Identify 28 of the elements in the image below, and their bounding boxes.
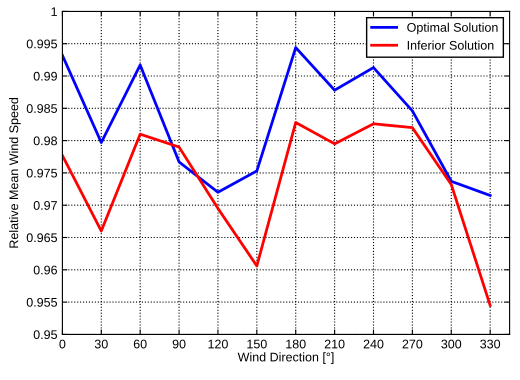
x-axis-title: Wind Direction [°] xyxy=(238,352,334,364)
x-tick-label: 150 xyxy=(247,340,267,348)
x-tick-label: 180 xyxy=(286,340,306,348)
x-tick-label: 90 xyxy=(172,340,186,348)
y-tick-label: 0.985 xyxy=(26,104,58,113)
legend-label: Optimal Solution xyxy=(407,22,498,34)
y-tick-label: 0.96 xyxy=(34,266,57,274)
x-tick-label: 300 xyxy=(441,340,462,348)
y-tick-label: 0.965 xyxy=(26,233,58,242)
x-tick-label: 240 xyxy=(364,340,384,348)
x-tick-label: 210 xyxy=(324,340,345,348)
line-series xyxy=(62,121,492,307)
x-tick-label: 270 xyxy=(402,340,422,348)
y-tick-label: 0.95 xyxy=(34,330,58,340)
x-tick-label: 0 xyxy=(59,340,66,348)
x-tick-label: 30 xyxy=(94,340,108,348)
y-tick-label: 0.995 xyxy=(26,40,58,48)
y-axis-title: Relative Mean Wind Speed xyxy=(9,98,21,248)
y-tick-label: 0.97 xyxy=(34,201,57,210)
x-tick-label: 120 xyxy=(208,340,228,348)
legend-label: Inferior Solution xyxy=(408,40,494,50)
y-tick-label: 1 xyxy=(52,7,57,16)
x-tick-label: 60 xyxy=(134,340,147,348)
y-tick-label: 0.955 xyxy=(26,298,58,307)
x-tick-label: 330 xyxy=(480,340,500,348)
y-tick-label: 0.975 xyxy=(26,168,58,178)
y-tick-label: 0.98 xyxy=(34,136,57,146)
y-tick-label: 0.99 xyxy=(34,72,57,81)
